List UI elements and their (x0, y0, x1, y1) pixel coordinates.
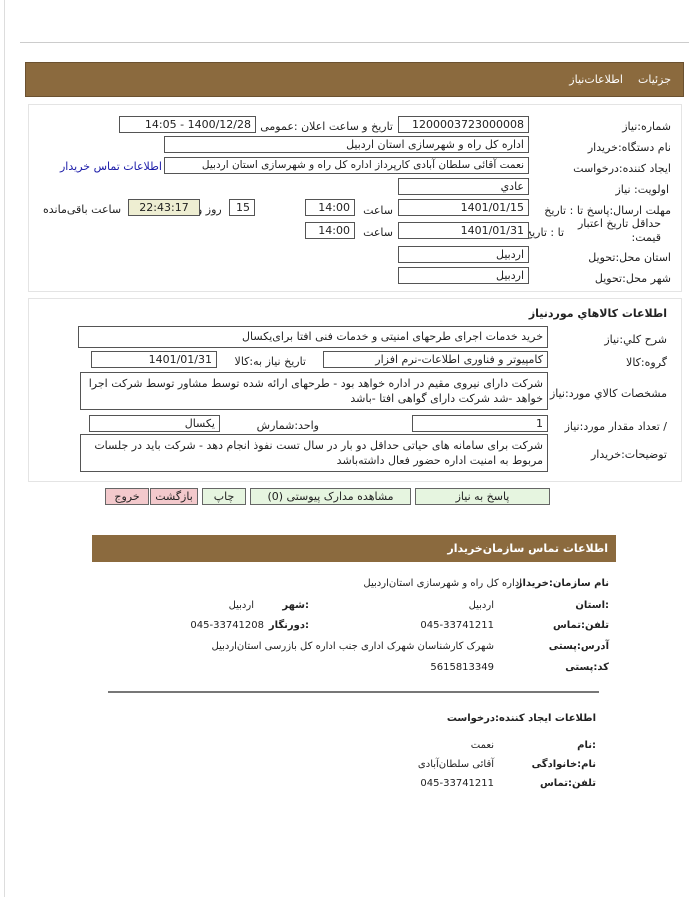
need-number-field: 1200003723000008 (398, 116, 529, 133)
tab-details[interactable]: جزئیات (638, 73, 671, 86)
deadline-time-label: ساعت (363, 204, 393, 217)
contact-fax-label: :دورنگار (268, 620, 309, 631)
province-field: اردبیل (398, 246, 529, 263)
announce-field: 1400/12/28 - 14:05 (119, 116, 256, 133)
unit-label: واحد:شمارش (256, 419, 319, 432)
back-button[interactable]: بازگشت (150, 488, 198, 505)
need-date-label: تاریخ نیاز به:کالا (234, 355, 306, 368)
tab-need-info[interactable]: اطلاعات‌نیاز (569, 73, 623, 86)
contact-province: اردبیل (468, 600, 494, 611)
creator-title: اطلاعات ایجاد کننده:درخواست (446, 713, 596, 724)
deadline-label: مهلت ارسال:پاسخ تا : تاریخ (544, 204, 671, 217)
contact-title: اطلاعات تماس سازمان‌خریدار (447, 542, 608, 555)
contact-address-label: آدرس:پستی (548, 641, 609, 652)
contact-phone: 045-33741211 (420, 620, 494, 631)
unit-field: یکسال (89, 415, 220, 432)
spec-label: مشخصات کالاي مورد:نیاز (549, 387, 667, 400)
validity-label-1: حداقل تاریخ اعتبار (577, 217, 661, 230)
group-label: گروه:کالا (626, 356, 667, 369)
contact-address: شهرک کارشناسان شهرک اداری جنب اداره کل ب… (211, 641, 495, 652)
contact-postal: 5615813349 (430, 662, 494, 673)
creator-name-label: :نام (577, 740, 596, 751)
qty-field: 1 (412, 415, 548, 432)
contact-fax: 045-33741208 (190, 620, 264, 631)
goods-title: اطلاعات کالاهاي موردنياز (528, 307, 667, 320)
creator-family-label: نام:خانوادگی (531, 759, 596, 770)
city-label: شهر محل:تحویل (594, 272, 671, 285)
contact-org-label: نام سازمان:خریدار (516, 578, 609, 589)
exit-button[interactable]: خروج (105, 488, 149, 505)
validity-time-label: ساعت (363, 226, 393, 239)
top-rule (20, 42, 689, 43)
spec-field: شرکت دارای نیروی مقیم در اداره خواهد بود… (80, 372, 548, 410)
qty-label: / تعداد مقدار مورد:نیاز (564, 420, 667, 433)
validity-time-field: 14:00 (305, 222, 355, 239)
province-label: استان محل:تحویل (588, 251, 671, 264)
buyer-org-label: نام دستگاه:خریدار (587, 141, 671, 154)
contact-postal-label: کد:پستی (565, 662, 609, 673)
contact-province-label: :استان (575, 600, 609, 611)
left-border (4, 0, 5, 897)
need-info-panel (28, 104, 682, 292)
notes-field: شرکت برای سامانه های حیاتی حداقل دو بار … (80, 434, 548, 472)
days-label: روز و (197, 203, 222, 216)
contact-city: اردبیل (228, 600, 254, 611)
creator-phone-label: تلفن:تماس (539, 778, 596, 789)
contact-org: اداره کل راه و شهرسازی استان‌اردبیل (363, 578, 522, 589)
buyer-org-field: اداره کل راه و شهرسازی استان اردبیل (164, 136, 529, 153)
days-field: 15 (229, 199, 255, 216)
creator-name: نعمت (470, 740, 494, 751)
reply-button[interactable]: پاسخ به نیاز (415, 488, 550, 505)
validity-label-2: قیمت: (631, 231, 661, 244)
deadline-time-field: 14:00 (305, 199, 355, 216)
announce-label: تاریخ و ساعت اعلان :عمومی (260, 120, 393, 133)
creator-field: نعمت آقائی سلطان آبادی کارپرداز اداره کل… (164, 157, 529, 174)
contact-city-label: :شهر (282, 600, 309, 611)
remaining-time-field: 22:43:17 (128, 199, 200, 216)
priority-field: عادي (398, 178, 529, 195)
desc-field: خرید خدمات اجرای طرحهای امنیتی و خدمات ف… (78, 326, 548, 348)
contact-phone-label: تلفن:تماس (552, 620, 609, 631)
divider (108, 691, 599, 693)
remaining-label: ساعت باقی‌مانده (43, 203, 122, 216)
validity-to-label: تا : تاریخ (525, 226, 564, 239)
tab-bar: جزئیات اطلاعات‌نیاز (25, 62, 684, 97)
print-button[interactable]: چاپ (202, 488, 246, 505)
desc-label: شرح کلي:نیاز (604, 333, 667, 346)
need-date-field: 1401/01/31 (91, 351, 217, 368)
buyer-contact-link[interactable]: اطلاعات تماس خریدار (60, 160, 162, 173)
deadline-date-field: 1401/01/15 (398, 199, 529, 216)
creator-label: ایجاد کننده:درخواست (573, 162, 671, 175)
creator-phone: 045-33741211 (420, 778, 494, 789)
creator-family: آقائی سلطان‌آبادی (417, 759, 494, 770)
city-field: اردبیل (398, 267, 529, 284)
priority-label: اولویت: نیاز (615, 183, 669, 196)
notes-label: توضیحات:خریدار (591, 448, 667, 461)
contact-header: اطلاعات تماس سازمان‌خریدار (92, 535, 616, 562)
group-field: کامپیوتر و فناوری اطلاعات-نرم افزار (323, 351, 548, 368)
validity-date-field: 1401/01/31 (398, 222, 529, 239)
need-number-label: شماره:نیاز (622, 120, 671, 133)
view-documents-button[interactable]: مشاهده مدارک پیوستی (0) (250, 488, 411, 505)
